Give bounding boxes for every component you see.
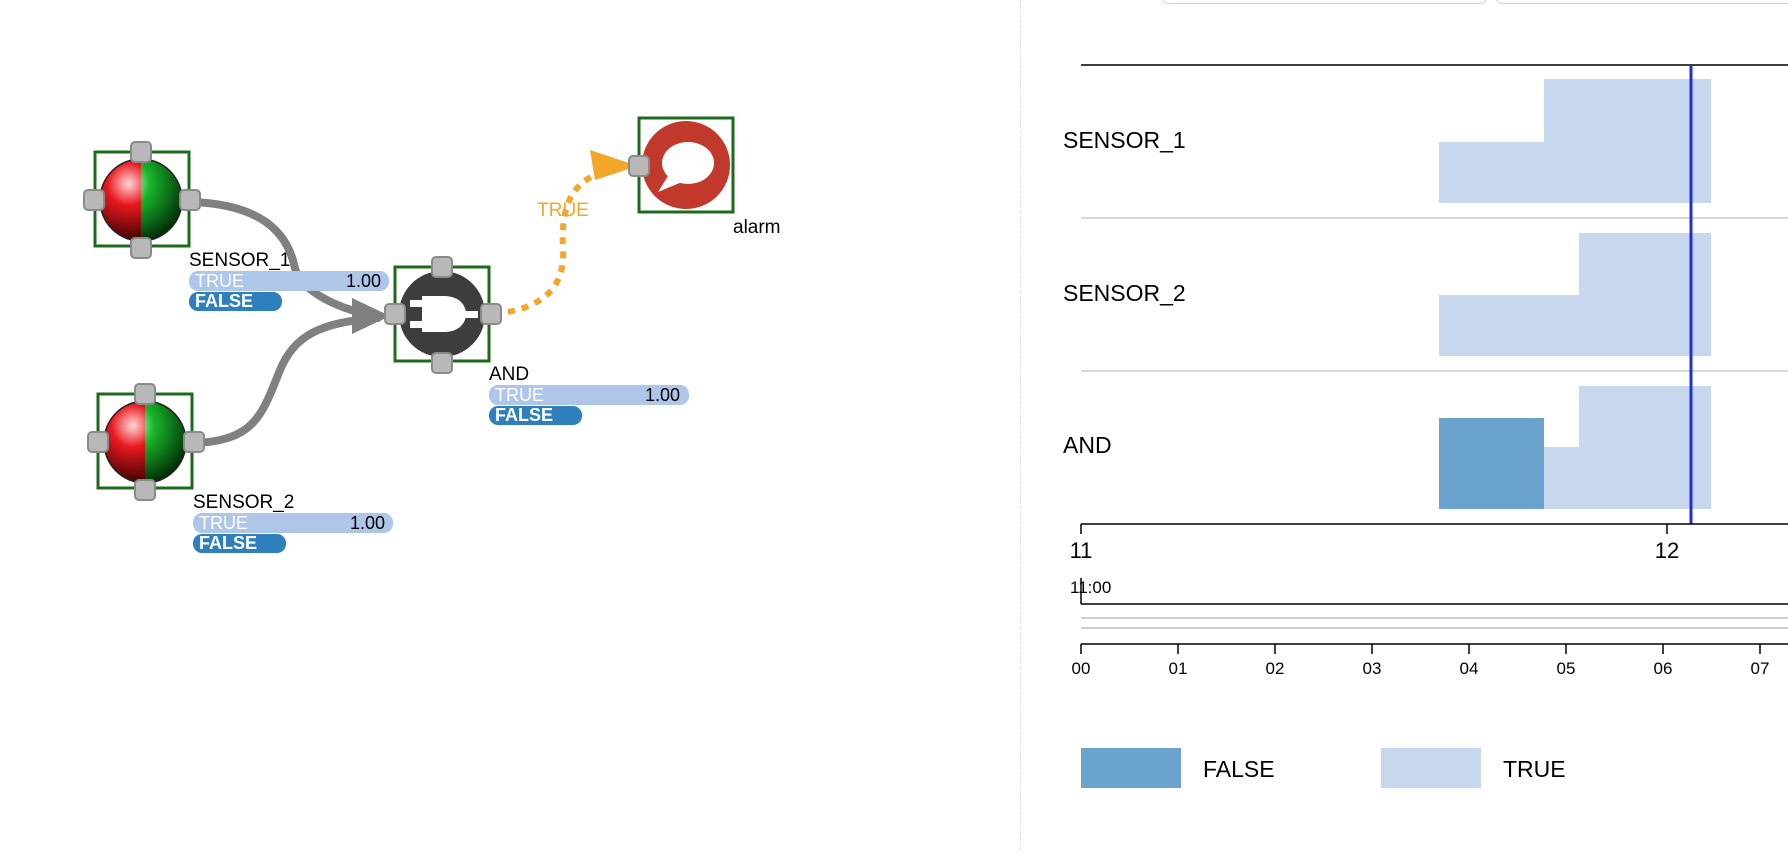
edge-label: TRUE: [537, 200, 589, 221]
overview-tick-label: 03: [1363, 659, 1382, 678]
node-label: AND: [489, 364, 529, 385]
overview-tick-label: 05: [1557, 659, 1576, 678]
active-edge-and-alarm[interactable]: [507, 167, 611, 315]
row-sensor-2-marks: [1439, 233, 1711, 356]
overview-tick-label: 04: [1460, 659, 1479, 678]
true-label: TRUE: [199, 513, 248, 533]
port-top[interactable]: [431, 256, 453, 278]
port-right[interactable]: [480, 303, 502, 325]
legend: FALSE TRUE: [1081, 748, 1566, 788]
major-tick-label: 11: [1070, 538, 1093, 563]
edge-sensor1-and[interactable]: [188, 198, 382, 320]
sensor-green-half-icon: [141, 159, 182, 241]
major-tick-label: 12: [1655, 538, 1679, 563]
state-true-area: [1439, 142, 1544, 203]
false-bar: [189, 292, 282, 311]
state-false-area: [1439, 418, 1544, 509]
row-label-sensor-1: SENSOR_1: [1063, 127, 1186, 153]
timeline-chart[interactable]: SENSOR_1 SENSOR_2 AND 11 12 11:00: [1021, 0, 1788, 850]
active-edge-arrowhead: [590, 150, 638, 180]
state-true-area: [1544, 447, 1579, 509]
row-label-and: AND: [1063, 432, 1112, 458]
true-value: 1.00: [350, 513, 385, 533]
state-true-area: [1579, 386, 1711, 509]
overview-tick-label: 00: [1072, 659, 1091, 678]
true-bar: [489, 385, 689, 405]
port-top[interactable]: [134, 383, 156, 405]
node-and[interactable]: AND TRUE 1.00 FALSE: [384, 256, 689, 425]
legend-label-true: TRUE: [1503, 756, 1566, 782]
node-alarm[interactable]: alarm: [628, 116, 781, 238]
port-left[interactable]: [83, 189, 105, 211]
true-label: TRUE: [495, 385, 544, 405]
timeline-control-right[interactable]: [1495, 0, 1788, 4]
node-label: SENSOR_1: [189, 250, 290, 271]
sensor-red-half-icon: [104, 401, 145, 483]
port-bottom[interactable]: [431, 352, 453, 374]
sensor-red-half-icon: [100, 159, 141, 241]
node-sensor-1[interactable]: SENSOR_1 TRUE 1.00 FALSE: [83, 141, 389, 311]
state-true-area: [1439, 295, 1579, 356]
state-true-area: [1544, 79, 1711, 203]
false-label: FALSE: [495, 405, 553, 425]
legend-swatch-false: [1081, 748, 1181, 788]
row-sensor-1-marks: [1439, 79, 1711, 203]
edge-sensor2-and[interactable]: [192, 314, 382, 447]
port-bottom[interactable]: [134, 479, 156, 501]
sensor-green-half-icon: [145, 401, 186, 483]
node-label: SENSOR_2: [193, 492, 294, 513]
node-label: alarm: [733, 217, 781, 238]
state-true-area: [1579, 233, 1711, 356]
overview-tick-label: 01: [1169, 659, 1188, 678]
plug-icon: [410, 296, 478, 332]
row-label-sensor-2: SENSOR_2: [1063, 280, 1186, 306]
port-right[interactable]: [179, 189, 201, 211]
overview-tick-label: 06: [1654, 659, 1673, 678]
true-bar: [193, 513, 393, 533]
network-canvas[interactable]: TRUE SENSOR_1 TRUE 1.00 FALSE: [0, 0, 1020, 850]
row-and-marks: [1439, 386, 1711, 509]
network-panel[interactable]: TRUE SENSOR_1 TRUE 1.00 FALSE: [0, 0, 1020, 850]
minor-axis-label: 11:00: [1070, 578, 1111, 597]
true-value: 1.00: [645, 385, 680, 405]
true-label: TRUE: [195, 271, 244, 291]
false-label: FALSE: [199, 533, 257, 553]
false-bar: [193, 534, 286, 553]
port-right[interactable]: [183, 431, 205, 453]
port-bottom[interactable]: [130, 237, 152, 259]
timeline-control-left[interactable]: [1161, 0, 1488, 4]
port-left[interactable]: [628, 155, 650, 177]
panel-divider[interactable]: [1020, 0, 1021, 850]
legend-swatch-true: [1381, 748, 1481, 788]
false-label: FALSE: [195, 291, 253, 311]
true-bar: [189, 271, 389, 291]
legend-label-false: FALSE: [1203, 756, 1275, 782]
port-top[interactable]: [130, 141, 152, 163]
port-left[interactable]: [87, 431, 109, 453]
timeline-panel[interactable]: SENSOR_1 SENSOR_2 AND 11 12 11:00: [1021, 0, 1788, 850]
speech-bubble-icon: [658, 142, 714, 192]
overview-tick-label: 02: [1266, 659, 1285, 678]
overview-ticks: 00 01 02 03 04 05 06 07: [1072, 644, 1770, 678]
overview-tick-label: 07: [1751, 659, 1770, 678]
false-bar: [489, 406, 582, 425]
port-left[interactable]: [384, 303, 406, 325]
edge-arrowhead: [352, 298, 390, 334]
node-sensor-2[interactable]: SENSOR_2 TRUE 1.00 FALSE: [87, 383, 393, 553]
true-value: 1.00: [346, 271, 381, 291]
